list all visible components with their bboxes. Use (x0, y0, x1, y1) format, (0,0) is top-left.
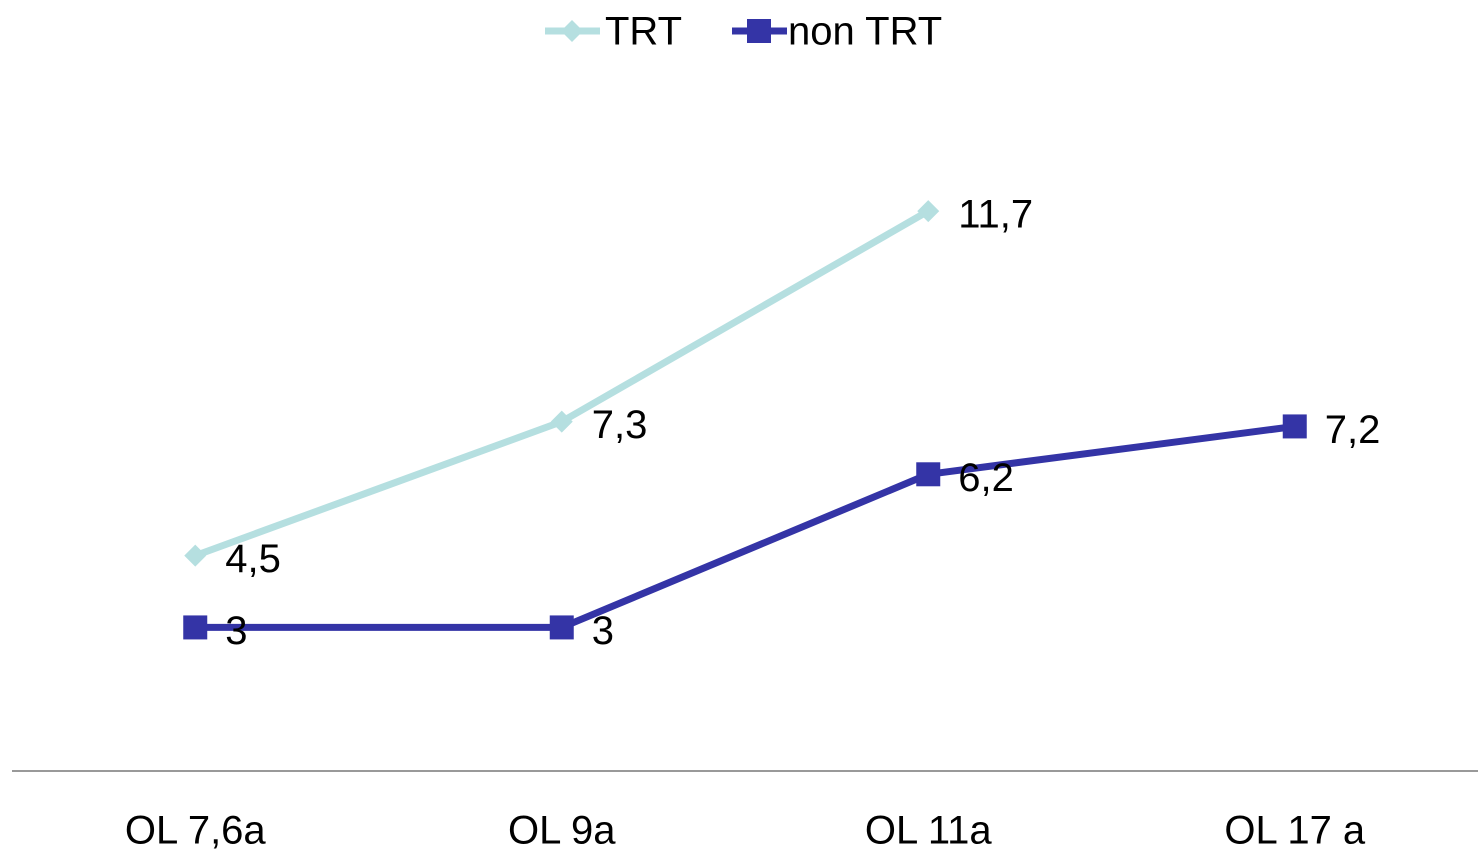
x-tick-label: OL 17 a (1224, 809, 1366, 853)
legend-marker (747, 19, 771, 43)
data-point (183, 615, 208, 640)
data-label: 7,2 (1325, 408, 1381, 452)
data-point (916, 462, 941, 487)
data-point (184, 544, 207, 567)
data-point (917, 200, 940, 223)
x-tick-label: OL 7,6a (125, 809, 267, 853)
data-point (1282, 414, 1307, 439)
data-label: 7,3 (592, 403, 648, 447)
data-label: 3 (225, 609, 247, 653)
data-label: 4,5 (225, 537, 281, 581)
data-point (549, 615, 574, 640)
series-line (194, 208, 930, 559)
data-label: 3 (592, 609, 614, 653)
legend-label: non TRT (788, 10, 942, 54)
data-label: 6,2 (958, 456, 1014, 500)
x-tick-label: OL 9a (508, 809, 616, 853)
legend-label: TRT (605, 10, 682, 54)
series-line (195, 422, 1296, 631)
data-point (550, 410, 573, 433)
data-label: 11,7 (958, 193, 1033, 237)
legend-marker (561, 20, 583, 42)
x-tick-label: OL 11a (865, 809, 993, 853)
